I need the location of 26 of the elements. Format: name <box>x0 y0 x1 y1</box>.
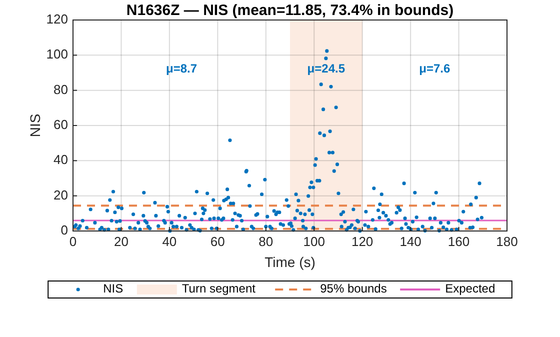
y-tick-label: 60 <box>54 116 68 132</box>
x-tick-label: 60 <box>210 234 225 249</box>
x-axis-title: Time (s) <box>264 254 316 270</box>
x-tick-label: 80 <box>258 234 274 249</box>
annotation: μ=24.5 <box>307 61 346 76</box>
y-tick-label: 20 <box>54 187 68 202</box>
y-axis-title: NIS <box>27 114 43 138</box>
legend-label: 95% bounds <box>320 282 387 296</box>
y-tick-label: 80 <box>54 82 68 97</box>
x-tick-label: 100 <box>303 234 325 249</box>
x-tick-label: 120 <box>351 234 374 249</box>
legend-label: NIS <box>103 282 124 296</box>
y-tick-label: 120 <box>46 11 68 26</box>
y-tick-label: 0 <box>60 222 68 238</box>
annotation: μ=7.6 <box>419 61 451 76</box>
legend-label: Expected <box>445 282 496 296</box>
chart-title: N1636Z — NIS (mean=11.85, 73.4% in bounds) <box>126 2 454 19</box>
y-tick-label: 40 <box>54 152 68 168</box>
x-tick-label: 40 <box>162 234 177 249</box>
x-tick-label: 140 <box>400 234 422 249</box>
y-tick-label: 100 <box>46 46 68 62</box>
annotation: μ=8.7 <box>166 61 198 76</box>
x-tick-label: 160 <box>448 234 470 249</box>
x-tick-label: 180 <box>496 234 518 249</box>
legend-label: Turn segment <box>182 282 256 296</box>
x-tick-label: 20 <box>114 234 128 249</box>
